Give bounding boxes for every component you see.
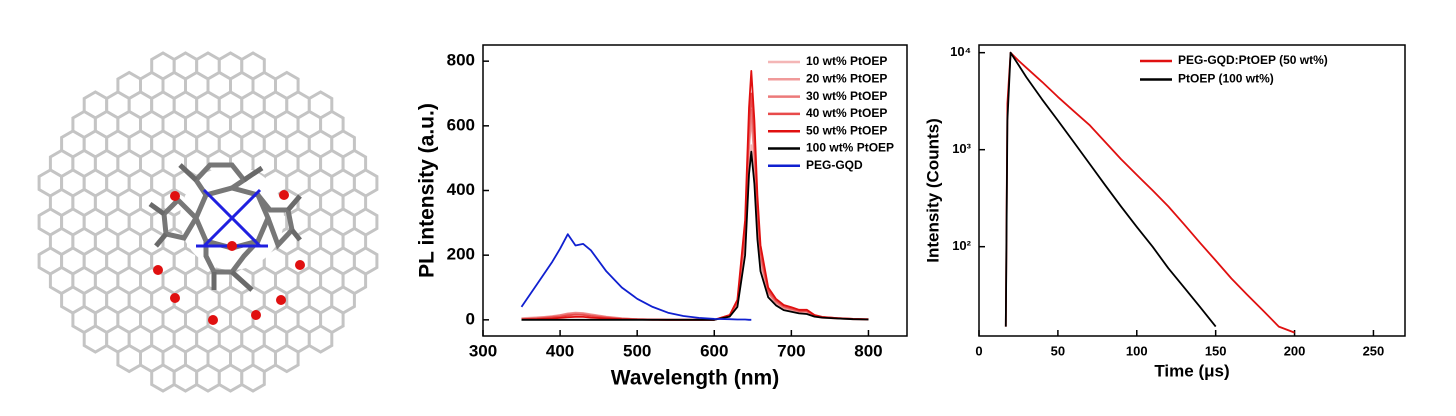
hexagon (172, 363, 199, 393)
hexagon (217, 363, 244, 393)
hexagon (82, 324, 109, 354)
y-tick-label: 200 (447, 245, 475, 264)
y-tick-label: 0 (466, 309, 475, 328)
legend-label: 100 wt% PtOEP (806, 141, 894, 155)
plot-frame (978, 44, 1406, 337)
x-tick-label: 800 (854, 341, 882, 360)
ptoep-molecule (148, 162, 305, 325)
x-axis-label: Wavelength (nm) (611, 367, 779, 390)
x-tick-label: 150 (1205, 343, 1227, 358)
y-axis-label: PL intensity (a.u.) (416, 103, 439, 278)
x-tick-label: 500 (623, 341, 651, 360)
legend-label: PEG-GQD (806, 158, 863, 172)
y-tick-label: 800 (447, 51, 475, 70)
y-tick-label: 10² (952, 238, 971, 253)
y-tick-label: 10³ (952, 141, 971, 156)
x-tick-label: 600 (700, 341, 728, 360)
y-tick-label: 10⁴ (950, 44, 971, 59)
series-line (520, 233, 752, 321)
hexagon (150, 363, 176, 393)
legend-label: 50 wt% PtOEP (806, 123, 887, 137)
series-line (1004, 51, 1217, 328)
series-line (521, 150, 869, 321)
x-tick-label: 400 (546, 341, 574, 360)
hexagon (116, 343, 142, 374)
legend-label: PEG-GQD:PtOEP (50 wt%) (1178, 53, 1328, 67)
x-tick-label: 100 (1126, 343, 1148, 358)
hexagon (195, 363, 221, 393)
y-axis-label: Intensity (Counts) (923, 118, 942, 263)
hexagon (240, 363, 266, 393)
legend-label: 40 wt% PtOEP (806, 106, 887, 120)
hexagon (274, 343, 300, 374)
x-tick-label: 200 (1284, 343, 1306, 358)
legend-label: 10 wt% PtOEP (806, 54, 887, 68)
graphene-flake (37, 51, 379, 393)
x-tick-label: 700 (777, 341, 805, 360)
x-axis-label: Time (μs) (1154, 361, 1229, 380)
x-tick-label: 300 (469, 341, 497, 360)
x-tick-label: 0 (975, 343, 982, 358)
x-tick-label: 250 (1363, 343, 1385, 358)
legend-label: 20 wt% PtOEP (806, 71, 887, 85)
legend-label: 30 wt% PtOEP (806, 89, 887, 103)
y-tick-label: 400 (447, 180, 475, 199)
series-line (1004, 51, 1295, 334)
y-tick-label: 600 (447, 115, 475, 134)
series-line (521, 70, 869, 321)
x-tick-label: 50 (1051, 343, 1065, 358)
hexagon (307, 324, 334, 354)
legend-label: PtOEP (100 wt%) (1178, 72, 1274, 86)
